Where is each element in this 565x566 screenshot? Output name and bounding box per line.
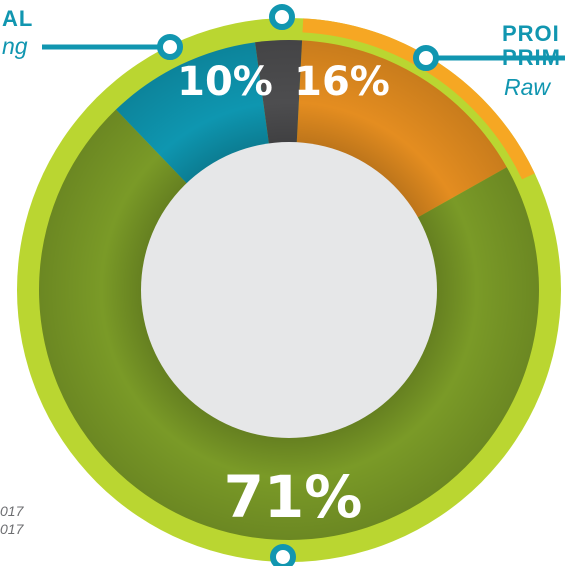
marker-dot-right xyxy=(413,45,439,71)
outer-ring-accent xyxy=(302,18,535,180)
footnote-1: 017 xyxy=(0,503,24,519)
left-sub: ng xyxy=(2,33,28,59)
slice-label: 10% xyxy=(177,59,273,105)
marker-dot-left xyxy=(157,34,183,60)
center-hole xyxy=(141,142,437,438)
slice-label: 71% xyxy=(224,463,363,531)
marker-dot-top xyxy=(269,4,295,30)
slice-label: 16% xyxy=(294,59,390,105)
right-header-1: PROI xyxy=(502,21,560,46)
marker-dot-bottom xyxy=(270,544,296,566)
left-header: AL xyxy=(2,6,34,31)
footnote-2: 017 xyxy=(0,521,24,537)
leader-lines xyxy=(42,44,565,61)
right-header-2: PRIM xyxy=(502,45,561,70)
marker-dots xyxy=(157,4,439,566)
right-sub: Raw xyxy=(504,74,551,100)
